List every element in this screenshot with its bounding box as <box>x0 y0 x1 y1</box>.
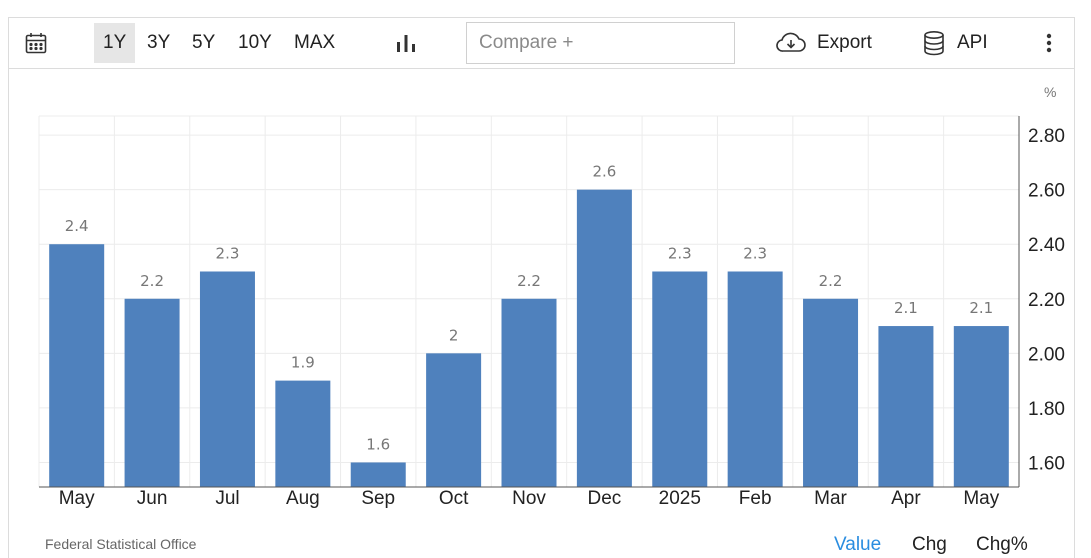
tab-chg-percent[interactable]: Chg% <box>976 534 1028 555</box>
export-label: Export <box>817 32 872 53</box>
bar <box>49 244 105 487</box>
bar <box>803 298 859 487</box>
source-label: Federal Statistical Office <box>45 536 197 552</box>
bar <box>652 271 708 487</box>
data-label: 2.3 <box>743 244 767 262</box>
y-tick-label: 2.80 <box>1028 126 1065 147</box>
data-label: 2.3 <box>668 244 692 262</box>
tab-chg[interactable]: Chg <box>912 534 947 555</box>
y-tick-label: 2.00 <box>1028 344 1065 365</box>
chart-toolbar: 1Y 3Y 5Y 10Y MAX Compare + Export API <box>8 17 1075 69</box>
x-tick-label: Mar <box>814 488 847 509</box>
range-1y-button[interactable]: 1Y <box>94 23 136 63</box>
y-tick-label: 2.20 <box>1028 290 1065 311</box>
data-label: 2.1 <box>894 299 918 317</box>
x-tick-label: Jul <box>215 488 239 509</box>
data-label: 2.1 <box>969 299 993 317</box>
calendar-icon[interactable] <box>19 18 53 68</box>
range-3y-button[interactable]: 3Y <box>147 32 171 53</box>
api-button[interactable]: API <box>923 18 988 68</box>
api-label: API <box>957 32 988 53</box>
bar <box>350 462 406 487</box>
x-tick-label: May <box>963 488 999 509</box>
data-label: 2.4 <box>65 217 89 235</box>
unit-label: % <box>1044 84 1057 100</box>
x-tick-label: Apr <box>891 488 921 509</box>
more-vertical-icon[interactable] <box>1037 18 1061 68</box>
x-tick-label: Nov <box>512 488 546 509</box>
compare-input[interactable]: Compare + <box>466 22 735 64</box>
data-label: 2.6 <box>592 163 616 181</box>
database-icon <box>924 30 944 56</box>
data-label: 1.9 <box>291 354 315 372</box>
bar <box>275 380 331 487</box>
bar <box>199 271 255 487</box>
range-max-button[interactable]: MAX <box>294 32 336 53</box>
bar-chart-icon[interactable] <box>391 18 421 68</box>
y-tick-label: 1.60 <box>1028 453 1065 474</box>
compare-placeholder: Compare + <box>479 32 574 53</box>
tab-value[interactable]: Value <box>834 534 882 555</box>
x-tick-label: Oct <box>439 488 469 509</box>
x-tick-label: Feb <box>739 488 772 509</box>
bar <box>124 298 180 487</box>
range-5y-button[interactable]: 5Y <box>192 32 216 53</box>
data-label: 2.2 <box>140 272 164 290</box>
y-tick-label: 1.80 <box>1028 399 1065 420</box>
x-tick-label: May <box>59 488 95 509</box>
bar <box>501 298 557 487</box>
x-tick-label: Aug <box>286 488 320 509</box>
bar <box>576 189 632 487</box>
x-tick-label: Jun <box>137 488 168 509</box>
bar <box>953 326 1009 487</box>
data-label: 2.2 <box>819 272 843 290</box>
data-label: 2 <box>449 326 459 344</box>
x-tick-label: Dec <box>587 488 621 509</box>
bar <box>878 326 934 487</box>
x-tick-label: 2025 <box>659 488 701 509</box>
export-button[interactable]: Export <box>775 18 872 68</box>
cloud-download-icon <box>776 32 806 52</box>
data-label: 1.6 <box>366 435 390 453</box>
range-10y-button[interactable]: 10Y <box>238 32 272 53</box>
y-tick-label: 2.40 <box>1028 235 1065 256</box>
x-tick-label: Sep <box>361 488 395 509</box>
data-label: 2.2 <box>517 272 541 290</box>
bar <box>426 353 482 487</box>
y-tick-label: 2.60 <box>1028 181 1065 202</box>
data-label: 2.3 <box>216 244 240 262</box>
bar <box>727 271 783 487</box>
